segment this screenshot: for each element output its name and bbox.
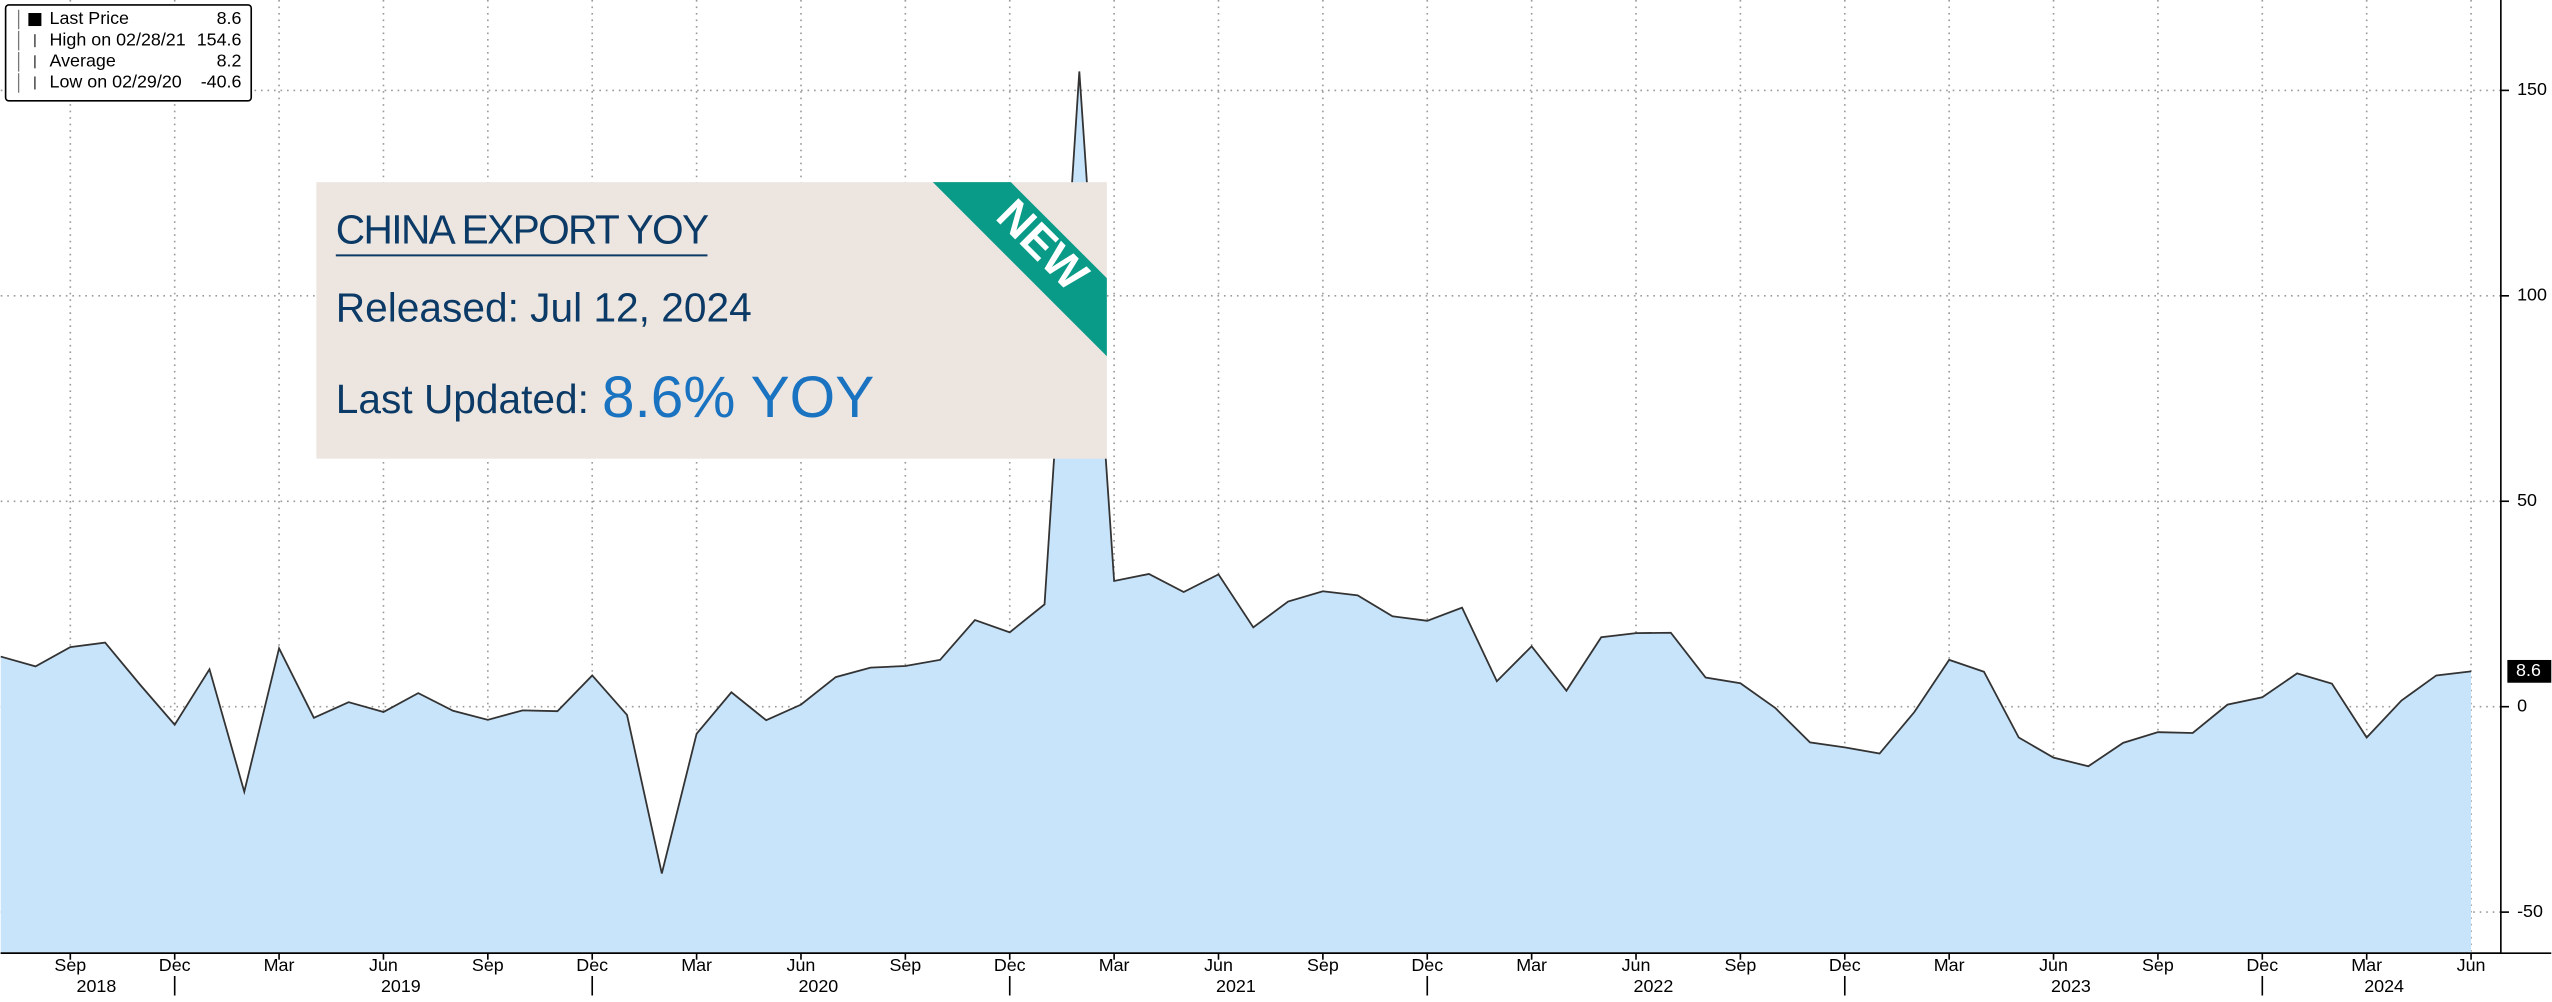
x-tick-label: Sep [54,955,86,975]
legend-value: 154.6 [197,29,242,49]
x-tick-label: Sep [1724,955,1756,975]
year-label: 2024 [2364,976,2404,996]
legend-value: -40.6 [201,72,242,92]
x-tick-label: Jun [369,955,398,975]
x-tick-label: Mar [1934,955,1965,975]
y-tick-label: -50 [2517,901,2543,921]
y-tick-label: 0 [2517,695,2527,715]
legend-label: Average [50,51,116,71]
x-tick-label: Dec [2246,955,2278,975]
x-tick-label: Mar [1099,955,1130,975]
badge-ribbon [932,182,1107,357]
legend-value: 8.2 [217,51,242,71]
x-tick-label: Dec [159,955,191,975]
x-tick-label: Mar [681,955,712,975]
legend-label: High on 02/28/21 [50,29,186,49]
year-label: 2020 [798,976,838,996]
card-title: CHINA EXPORT YOY [336,206,709,252]
x-tick-label: Mar [264,955,295,975]
last-updated-label: Last Updated: [336,376,589,422]
x-tick-label: Jun [787,955,816,975]
y-tick-label: 100 [2517,285,2547,305]
x-tick-label: Jun [2039,955,2068,975]
year-label: 2019 [381,976,421,996]
x-tick-label: Dec [994,955,1026,975]
last-updated-value: 8.6% YOY [602,365,874,430]
legend-box [4,4,253,102]
last-updated: Last Updated: 8.6% YOY [336,365,874,430]
x-tick-label: Mar [2351,955,2382,975]
area-fill [0,71,2472,954]
x-tick-label: Jun [1204,955,1233,975]
axis-strip [0,954,2552,1002]
last-price-tag [2507,659,2552,683]
x-tick-label: Dec [576,955,608,975]
y-tick-label: 50 [2517,490,2537,510]
x-tick-label: Jun [2457,955,2486,975]
year-label: 2018 [77,976,117,996]
x-tick-label: Jun [1622,955,1651,975]
year-label: 2021 [1216,976,1256,996]
x-tick-label: Sep [1307,955,1339,975]
x-tick-label: Dec [1411,955,1443,975]
legend-swatch [28,13,42,27]
year-label: 2022 [1634,976,1674,996]
y-tick-label: 150 [2517,79,2547,99]
legend-label: Last Price [50,8,130,28]
x-tick-label: Sep [889,955,921,975]
legend-label: Low on 02/29/20 [50,72,182,92]
released: Released: Jul 12, 2024 [336,284,752,330]
price-line [0,71,2472,874]
card [316,182,1107,459]
x-tick-label: Sep [472,955,504,975]
year-label: 2023 [2051,976,2091,996]
x-tick-label: Sep [2142,955,2174,975]
x-tick-label: Dec [1829,955,1861,975]
legend-value: 8.6 [217,8,242,28]
x-tick-label: Mar [1516,955,1547,975]
last-price-label: 8.6 [2516,660,2541,680]
